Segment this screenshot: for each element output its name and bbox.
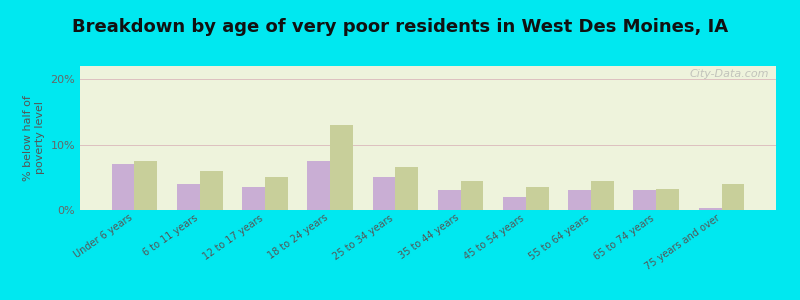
Bar <box>438 190 461 210</box>
Bar <box>112 164 134 210</box>
Bar <box>634 190 656 210</box>
Bar <box>265 177 288 210</box>
Bar <box>526 187 549 210</box>
Bar <box>722 184 744 210</box>
Bar <box>656 189 679 210</box>
Bar <box>698 208 722 210</box>
Text: City-Data.com: City-Data.com <box>690 69 769 79</box>
Bar <box>200 171 222 210</box>
Bar <box>568 190 591 210</box>
Bar <box>591 181 614 210</box>
Bar <box>395 167 418 210</box>
Bar <box>242 187 265 210</box>
Bar <box>373 177 395 210</box>
Bar <box>134 161 158 210</box>
Bar <box>461 181 483 210</box>
Y-axis label: % below half of
poverty level: % below half of poverty level <box>23 95 45 181</box>
Bar <box>503 197 526 210</box>
Text: Breakdown by age of very poor residents in West Des Moines, IA: Breakdown by age of very poor residents … <box>72 18 728 36</box>
Bar <box>307 161 330 210</box>
Bar <box>177 184 200 210</box>
Bar <box>330 125 353 210</box>
